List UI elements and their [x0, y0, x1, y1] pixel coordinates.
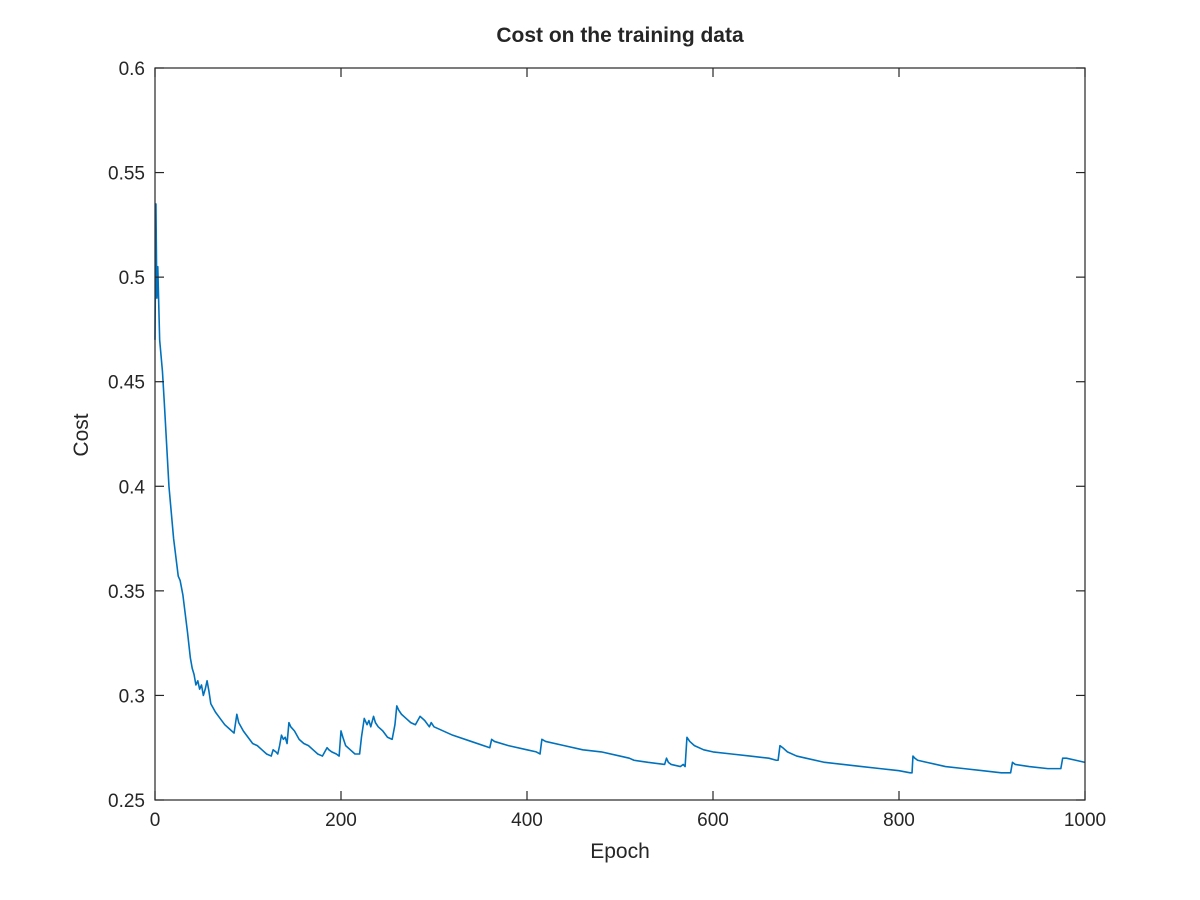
x-axis-label: Epoch	[590, 840, 650, 863]
y-tick-label: 0.45	[108, 373, 145, 394]
y-tick-label: 0.4	[119, 477, 146, 498]
plot-background	[155, 68, 1085, 800]
y-axis: 0.25 0.3 0.35 0.4 0.45 0.5 0.55 0.6	[108, 59, 1085, 812]
x-tick-label: 400	[511, 810, 543, 831]
x-tick-label: 600	[697, 810, 729, 831]
x-tick-label: 0	[150, 810, 161, 831]
x-axis: 0 200 400 600 800 1000	[150, 68, 1106, 831]
y-axis-label: Cost	[70, 413, 93, 456]
axes-box	[154, 67, 1086, 801]
y-tick-label: 0.3	[119, 686, 145, 707]
plot-area: 0 200 400 600 800 1000 0.250.30.350.40.450.50…	[108, 59, 1106, 831]
y-tick-label: 0.5	[119, 268, 145, 289]
x-tick-label: 200	[325, 810, 357, 831]
y-tick-label: 0.6	[119, 59, 145, 80]
y-tick-label: 0.55	[108, 164, 145, 185]
y-tick-label: 0.25	[108, 791, 145, 812]
chart-title: Cost on the training data	[496, 24, 744, 47]
y-tick-label: 0.35	[108, 582, 145, 603]
x-tick-label: 800	[883, 810, 915, 831]
x-tick-label: 1000	[1064, 810, 1106, 831]
cost-series-line	[154, 203, 1086, 774]
